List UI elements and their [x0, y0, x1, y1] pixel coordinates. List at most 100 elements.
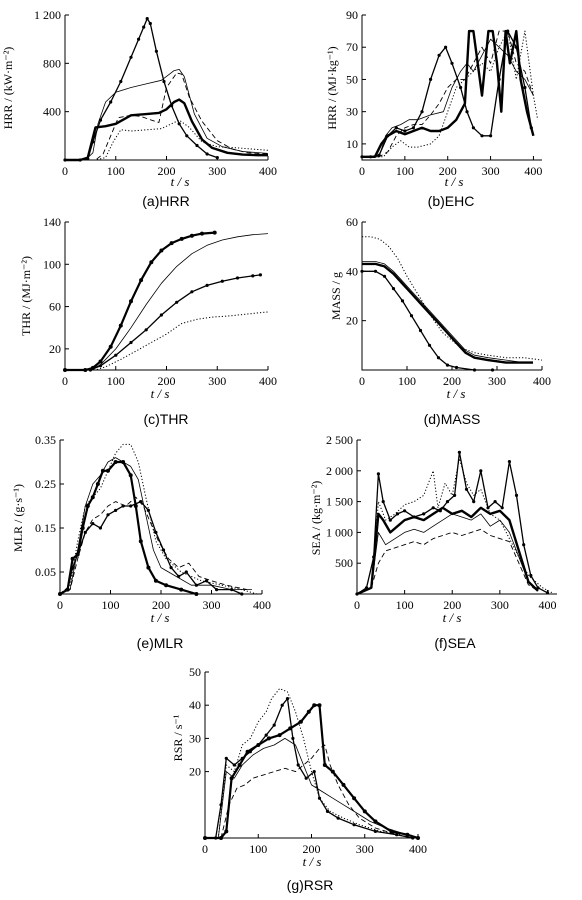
xtick-label: 100: [398, 374, 416, 388]
data-point: [360, 269, 364, 273]
series-line-hrr-4: [65, 119, 269, 161]
xtick-label: 400: [253, 598, 271, 612]
data-point: [144, 328, 148, 332]
data-point: [291, 736, 295, 741]
series-line-ehc-3: [362, 30, 534, 158]
ytick-label: 30: [189, 731, 201, 745]
ylabel-mlr: MLR / (g·s⁻¹): [11, 484, 25, 552]
data-point: [280, 703, 284, 707]
axes-mass: [361, 222, 542, 371]
series-line-hrr-0: [65, 17, 218, 161]
data-point: [381, 500, 385, 504]
xtick-label: 200: [443, 598, 461, 612]
xtick-label: 0: [359, 164, 365, 178]
plot-mlr: 0 100 200 300 400 0.05 0.15 0.25 0.35 t / s: [35, 433, 271, 625]
xtick-label: 400: [524, 164, 542, 178]
xtick-label: 100: [396, 164, 414, 178]
data-point: [429, 77, 433, 81]
ytick-label: 400: [43, 105, 61, 119]
data-point: [437, 53, 441, 57]
xtick-label: 0: [57, 598, 63, 612]
data-point: [129, 504, 133, 508]
data-point: [200, 231, 204, 236]
xtick-label: 300: [482, 164, 500, 178]
caption-ehc: (b)EHC: [428, 193, 475, 209]
series-line-mlr-3: [59, 496, 247, 595]
data-point: [312, 703, 317, 708]
plot-sea: 0 100 200 300 400 500 1 000 1 500 2 000 2 500 t / …: [326, 433, 557, 625]
data-point: [394, 126, 398, 130]
data-point: [119, 79, 123, 84]
xtick-label: 400: [259, 164, 277, 178]
data-point: [400, 299, 405, 303]
data-point: [251, 274, 255, 278]
data-point: [288, 726, 293, 731]
xtick-label: 200: [158, 164, 176, 178]
data-point: [436, 356, 441, 360]
data-point: [190, 290, 194, 294]
data-point: [189, 233, 194, 238]
plot-mass: 0 100 200 300 400 20 40 60 t / s: [346, 215, 551, 401]
ylabel-hrr: HRR / (kW·m⁻²): [1, 47, 15, 130]
data-point: [445, 500, 450, 504]
data-point: [480, 134, 484, 138]
panel-mlr: MLR / (g·s⁻¹) (e)MLR: [11, 484, 183, 651]
data-point: [317, 703, 322, 708]
series-line-hrr-1: [65, 98, 268, 162]
data-point: [185, 134, 189, 138]
series-line-sea-3: [356, 528, 539, 595]
data-point: [138, 539, 143, 544]
xlabel-mass: t / s: [447, 386, 466, 401]
data-point: [212, 230, 217, 235]
panel-ehc: HRR / (MJ·kg⁻¹) (b)EHC: [325, 46, 474, 209]
data-point: [164, 583, 169, 588]
data-point: [523, 85, 527, 90]
data-point: [395, 512, 400, 516]
ytick-label: 90: [346, 8, 358, 22]
data-point: [128, 473, 133, 478]
data-point: [220, 279, 224, 283]
ytick-label: 1 500: [326, 495, 353, 509]
xtick-label: 200: [152, 598, 170, 612]
data-point: [352, 823, 356, 827]
data-point: [129, 55, 133, 59]
ytick-label: 60: [49, 300, 61, 314]
data-point: [137, 37, 141, 41]
data-point: [500, 506, 504, 510]
xtick-label: 300: [356, 842, 374, 856]
data-point: [296, 763, 300, 767]
series-line-mlr-4: [59, 443, 258, 595]
xtick-label: 100: [249, 842, 267, 856]
xlabel-mlr: t / s: [151, 610, 170, 625]
data-point: [507, 460, 511, 464]
axes-mlr: [59, 440, 262, 595]
xtick-label: 300: [491, 598, 509, 612]
data-point: [304, 776, 308, 780]
data-point: [464, 487, 469, 491]
data-point: [106, 468, 110, 473]
data-point: [245, 749, 250, 754]
data-point: [457, 450, 461, 454]
caption-mass: (d)MASS: [424, 411, 481, 427]
panel-hrr: HRR / (kW·m⁻²) (a)HRR: [1, 47, 190, 209]
data-point: [522, 543, 526, 547]
data-point: [403, 129, 407, 133]
xlabel-thr: t / s: [151, 386, 170, 401]
series-line-mlr-2: [59, 457, 252, 595]
xtick-label: 0: [62, 374, 68, 388]
data-point: [153, 578, 158, 583]
series-line-thr-2: [65, 274, 261, 371]
data-point: [232, 763, 236, 767]
data-point: [162, 79, 166, 84]
xlabel-sea: t / s: [443, 610, 462, 625]
xtick-label: 400: [409, 842, 427, 856]
xtick-label: 200: [443, 374, 461, 388]
series-line-rsr-0: [205, 697, 413, 839]
series-line-hrr-2: [65, 69, 269, 161]
data-point: [306, 709, 311, 714]
series-line-ehc-2: [362, 38, 534, 158]
data-point: [373, 819, 378, 824]
ytick-label: 100: [43, 257, 61, 271]
xlabel-hrr: t / s: [171, 174, 190, 189]
